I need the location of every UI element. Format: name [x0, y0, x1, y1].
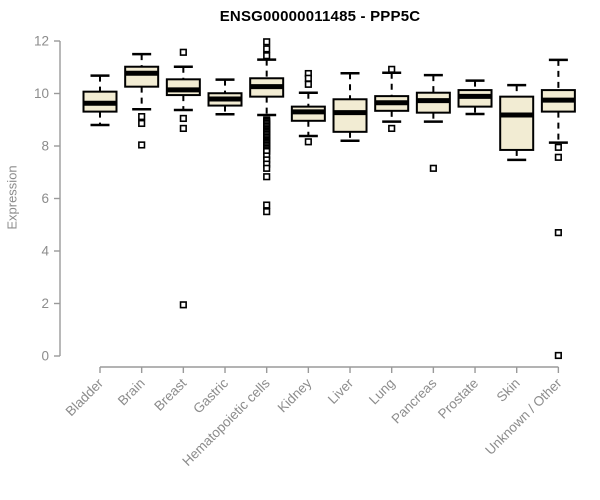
- outlier-point: [179, 124, 187, 133]
- boxplot-brain: [124, 52, 160, 149]
- iqr-box: [332, 98, 368, 133]
- outlier-point: [138, 141, 146, 149]
- iqr-box: [165, 78, 201, 97]
- outlier-point: [263, 52, 271, 60]
- y-tick-label: 8: [41, 139, 49, 154]
- y-tick-label: 2: [41, 296, 49, 311]
- x-tick-label: Prostate: [435, 376, 481, 422]
- outlier-point: [179, 48, 187, 56]
- x-tick-label: Brain: [115, 376, 148, 409]
- boxplot-prostate: [457, 79, 493, 116]
- outlier-point: [263, 45, 271, 53]
- outlier-point: [388, 124, 396, 133]
- outlier-point: [138, 119, 146, 128]
- outlier-point: [304, 138, 312, 146]
- outlier-point: [138, 113, 146, 121]
- boxplot-bladder: [82, 74, 118, 127]
- x-tick-label: Gastric: [190, 375, 231, 416]
- outlier-point: [388, 65, 396, 73]
- outlier-point: [429, 164, 437, 172]
- y-tick-label: 10: [34, 86, 49, 101]
- outlier-point: [179, 301, 187, 309]
- outlier-point: [263, 208, 271, 216]
- boxplot-lung: [374, 65, 410, 133]
- outlier-point: [263, 173, 271, 181]
- x-tick-label: Bladder: [63, 375, 107, 419]
- boxplot-kidney: [290, 69, 326, 146]
- iqr-box: [124, 65, 160, 88]
- x-tick-label: Breast: [151, 375, 189, 413]
- outlier-point: [554, 229, 562, 237]
- iqr-box: [499, 95, 535, 151]
- outlier-point: [554, 351, 562, 360]
- outlier-point: [304, 74, 312, 82]
- x-tick-label: Liver: [325, 375, 357, 407]
- y-tick-label: 12: [34, 34, 49, 49]
- chart-title: ENSG00000011485 - PPP5C: [219, 8, 421, 25]
- x-tick-label: Pancreas: [389, 375, 440, 426]
- x-tick-label: Kidney: [275, 375, 315, 415]
- outlier-point: [304, 80, 312, 88]
- outlier-point: [179, 114, 187, 123]
- boxplot-unknown-other: [540, 58, 576, 360]
- boxplot-gastric: [207, 78, 243, 116]
- y-tick-label: 4: [41, 244, 49, 259]
- outlier-point: [263, 38, 271, 46]
- outlier-point: [554, 153, 562, 161]
- outlier-point: [263, 164, 271, 172]
- outlier-point: [554, 143, 562, 151]
- y-tick-label: 0: [41, 349, 49, 364]
- x-tick-label: Lung: [366, 376, 398, 408]
- outlier-point: [263, 201, 271, 209]
- boxplot-hematopoietic-cells: [249, 38, 285, 216]
- y-tick-label: 6: [41, 191, 49, 206]
- boxplot-skin: [499, 83, 535, 162]
- x-tick-label: Skin: [494, 376, 523, 405]
- boxplot-pancreas: [415, 73, 451, 172]
- boxplot-liver: [332, 72, 368, 142]
- boxplot-breast: [165, 48, 201, 309]
- x-tick-label: Unknown / Other: [482, 375, 565, 458]
